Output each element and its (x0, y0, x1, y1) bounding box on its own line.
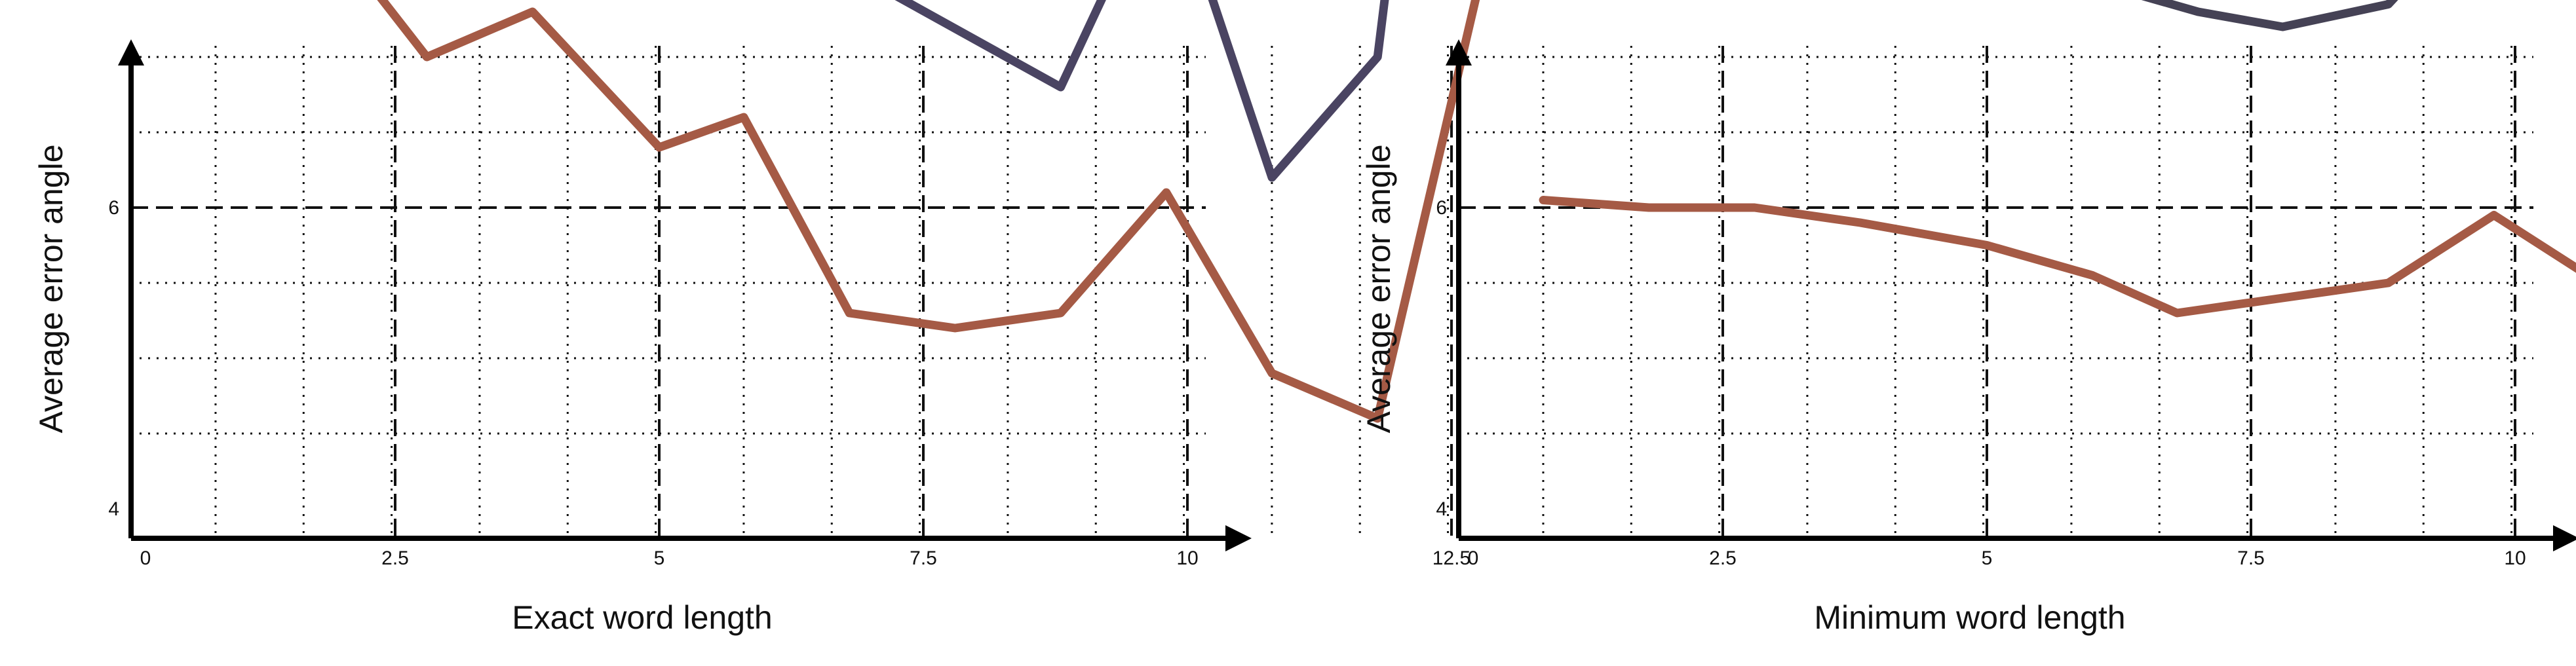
series-line-1 (1539, 196, 2576, 318)
series-line-1 (377, 0, 1480, 423)
grid (131, 46, 1453, 538)
x-tick-label: 5 (654, 547, 665, 569)
series-line-0 (894, 0, 1389, 182)
x-tick-label: 0 (140, 547, 151, 569)
y-tick-label: 4 (1436, 498, 1447, 520)
x-tick-label: 7.5 (910, 547, 937, 569)
x-tick-label: 10 (2504, 547, 2526, 569)
x-tick-label: 2.5 (1709, 547, 1737, 569)
x-axis-title: Exact word length (512, 599, 772, 636)
y-axis-arrowhead (1446, 39, 1472, 65)
x-axis-arrowhead (1225, 525, 1252, 551)
x-axis-title: Minimum word length (1814, 599, 2125, 636)
x-axis-arrowhead (2553, 525, 2576, 551)
chart-panel-exact-word-length: Exact word length Average error angle 0 2… (33, 0, 1480, 636)
x-tick-label: 2.5 (381, 547, 409, 569)
x-tick-label: 5 (1982, 547, 1993, 569)
y-axis-arrowhead (118, 39, 144, 65)
x-tick-label: 0 (1468, 547, 1479, 569)
x-tick-label: 7.5 (2237, 547, 2265, 569)
y-tick-label: 6 (1436, 197, 1447, 219)
y-tick-label: 6 (108, 197, 119, 219)
series-line-0 (2141, 0, 2398, 31)
x-tick-label: 10 (1176, 547, 1198, 569)
x-tick-label: 12.5 (1432, 547, 1471, 569)
y-axis-title: Average error angle (1360, 144, 1397, 433)
y-axis-title: Average error angle (33, 144, 69, 433)
chart-panel-minimum-word-length: Minimum word length Average error angle … (1360, 0, 2576, 636)
y-tick-label: 4 (108, 498, 119, 520)
grid (1459, 46, 2533, 538)
